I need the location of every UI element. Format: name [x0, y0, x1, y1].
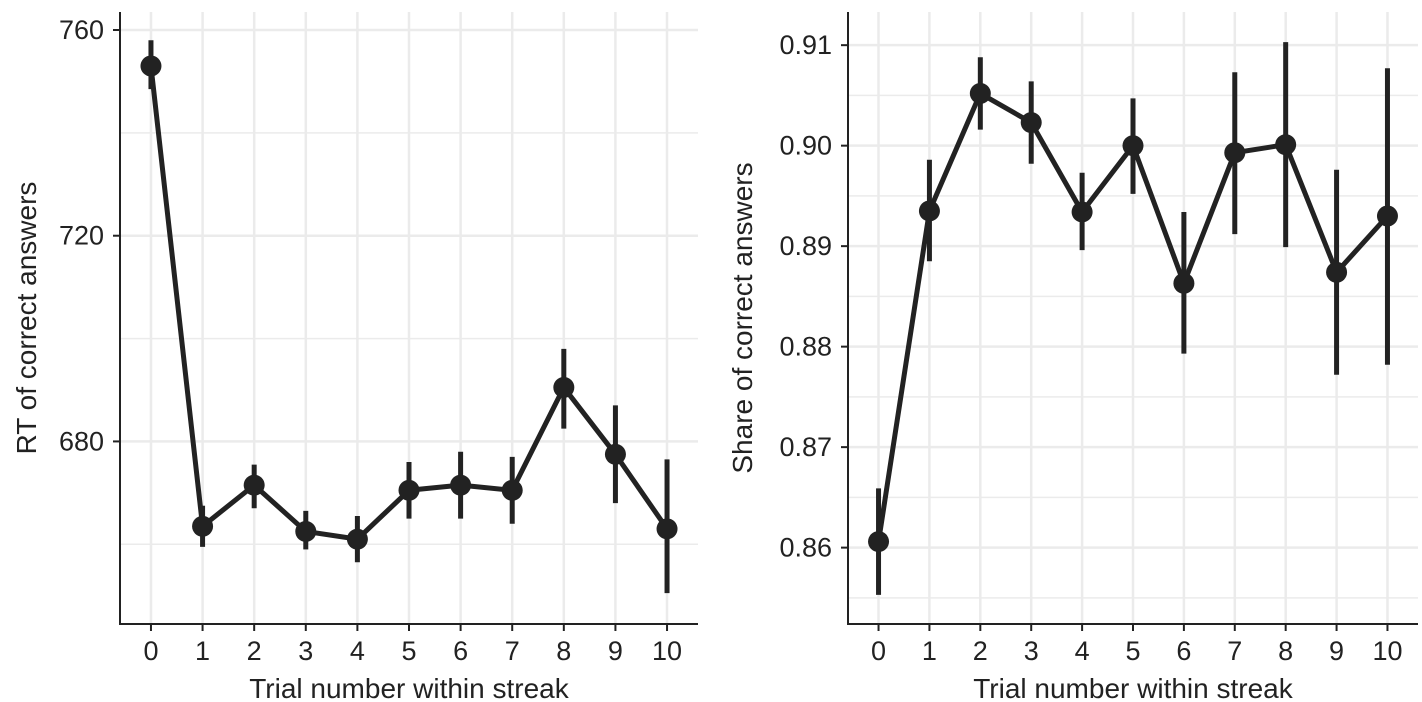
- x-tick-label: 9: [1329, 636, 1344, 666]
- y-axis-title: Share of correct answers: [727, 162, 758, 473]
- data-point: [868, 531, 890, 553]
- y-tick-label: 0.89: [779, 231, 832, 261]
- y-tick-label: 0.87: [779, 432, 832, 462]
- data-point: [1071, 201, 1093, 223]
- x-tick-label: 9: [608, 636, 623, 666]
- data-point: [192, 515, 214, 537]
- data-point: [969, 82, 991, 104]
- rt-panel: 680 720 760 0 1 2 3 4 5 6 7 8 9 10 Trial number within…: [11, 12, 698, 702]
- x-tick-label: 6: [453, 636, 468, 666]
- x-tick-label: 0: [871, 636, 886, 666]
- x-tick-label: 4: [1075, 636, 1090, 666]
- y-tick-label: 0.91: [779, 30, 832, 60]
- data-point: [1376, 205, 1398, 227]
- data-point: [553, 376, 575, 398]
- x-tick-label: 2: [247, 636, 262, 666]
- x-tick-label: 7: [505, 636, 520, 666]
- data-point: [140, 55, 162, 77]
- data-point: [501, 479, 523, 501]
- data-point: [346, 528, 368, 550]
- x-tick-label: 10: [652, 636, 682, 666]
- data-point: [398, 479, 420, 501]
- y-tick-label: 0.88: [779, 332, 832, 362]
- y-tick-label: 0.90: [779, 131, 832, 161]
- data-point: [1275, 134, 1297, 156]
- x-tick-label: 8: [1278, 636, 1293, 666]
- x-tick-label: 5: [1125, 636, 1140, 666]
- x-tick-label: 6: [1176, 636, 1191, 666]
- data-point: [918, 200, 940, 222]
- x-tick-label: 10: [1372, 636, 1402, 666]
- y-tick-label: 760: [59, 15, 104, 45]
- x-tick-label: 1: [922, 636, 937, 666]
- y-axis-title: RT of correct answers: [11, 182, 42, 455]
- y-tick-label: 720: [59, 221, 104, 251]
- x-tick-label: 2: [973, 636, 988, 666]
- data-point: [1326, 261, 1348, 283]
- x-tick-label: 1: [195, 636, 210, 666]
- x-tick-label: 8: [556, 636, 571, 666]
- data-point: [450, 474, 472, 496]
- x-axis-title: Trial number within streak: [249, 673, 570, 702]
- x-tick-label: 3: [1024, 636, 1039, 666]
- y-tick-label: 680: [59, 426, 104, 456]
- x-axis-title: Trial number within streak: [973, 673, 1294, 702]
- data-point: [1224, 142, 1246, 164]
- x-tick-label: 3: [298, 636, 313, 666]
- x-tick-label: 5: [401, 636, 416, 666]
- data-point: [604, 443, 626, 465]
- data-point: [295, 520, 317, 542]
- data-point: [1173, 272, 1195, 294]
- x-tick-label: 4: [350, 636, 365, 666]
- y-tick-label: 0.86: [779, 533, 832, 563]
- accuracy-panel: 0.86 0.87 0.88 0.89 0.90 0.91 0 1 2 3 4 5 6 7 8 9 10 Tria…: [727, 12, 1418, 702]
- data-point: [243, 474, 265, 496]
- data-point: [656, 518, 678, 540]
- data-point: [1020, 112, 1042, 134]
- x-tick-label: 0: [143, 636, 158, 666]
- data-point: [1122, 135, 1144, 157]
- x-tick-label: 7: [1227, 636, 1242, 666]
